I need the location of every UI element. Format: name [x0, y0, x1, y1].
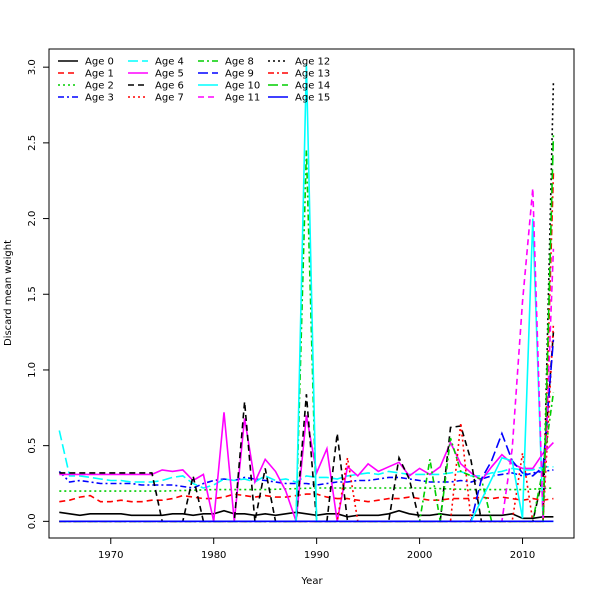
series-line-age-8 [59, 150, 555, 523]
x-tick-label: 1980 [201, 550, 226, 561]
series-line-age-4 [58, 430, 554, 489]
x-tick-label: 2000 [407, 550, 432, 561]
y-axis: 0.0 0.5 1.0 1.5 2.0 2.5 3.0 [27, 59, 49, 529]
legend-label: Age 9 [225, 69, 254, 80]
series-line-age-12 [59, 82, 555, 523]
series-line-age-5 [59, 412, 554, 522]
legend-label: Age 2 [85, 81, 114, 92]
y-tick-label: 1.0 [27, 362, 38, 378]
y-axis-label: Discard mean weight [3, 240, 14, 346]
legend-label: Age 8 [225, 57, 254, 68]
series-layer [58, 64, 555, 523]
legend-label: Age 1 [85, 69, 114, 80]
legend-label: Age 14 [295, 81, 330, 92]
legend-label: Age 12 [295, 57, 330, 68]
y-tick-label: 0.5 [27, 438, 38, 454]
series-line-age-10 [59, 64, 554, 523]
series-line-age-14 [59, 135, 555, 523]
legend-label: Age 6 [155, 81, 184, 92]
legend-label: Age 7 [155, 93, 184, 104]
x-tick-label: 2010 [510, 550, 535, 561]
x-tick-label: 1990 [304, 550, 329, 561]
x-tick-label: 1970 [98, 550, 123, 561]
y-tick-label: 1.5 [27, 286, 38, 302]
plot-frame [48, 48, 575, 539]
legend-label: Age 4 [155, 57, 184, 68]
series-line-age-13 [59, 173, 555, 523]
legend-label: Age 13 [295, 69, 330, 80]
x-axis: 1970 1980 1990 2000 2010 [98, 538, 535, 561]
series-line-age-11 [59, 188, 555, 523]
series-line-age-6 [59, 332, 555, 523]
legend-label: Age 5 [155, 69, 184, 80]
series-line-age-1 [59, 493, 554, 503]
series-line-age-3 [58, 469, 554, 489]
legend-label: Age 0 [85, 57, 114, 68]
series-line-age-2 [59, 487, 554, 492]
x-axis-label: Year [300, 576, 323, 587]
legend-label: Age 10 [225, 81, 260, 92]
y-tick-label: 3.0 [27, 59, 38, 75]
y-tick-label: 2.5 [27, 135, 38, 151]
legend-label: Age 3 [85, 93, 114, 104]
legend-label: Age 15 [295, 93, 330, 104]
y-tick-label: 2.0 [27, 211, 38, 227]
y-tick-label: 0.0 [27, 513, 38, 529]
legend-label: Age 11 [225, 93, 260, 104]
